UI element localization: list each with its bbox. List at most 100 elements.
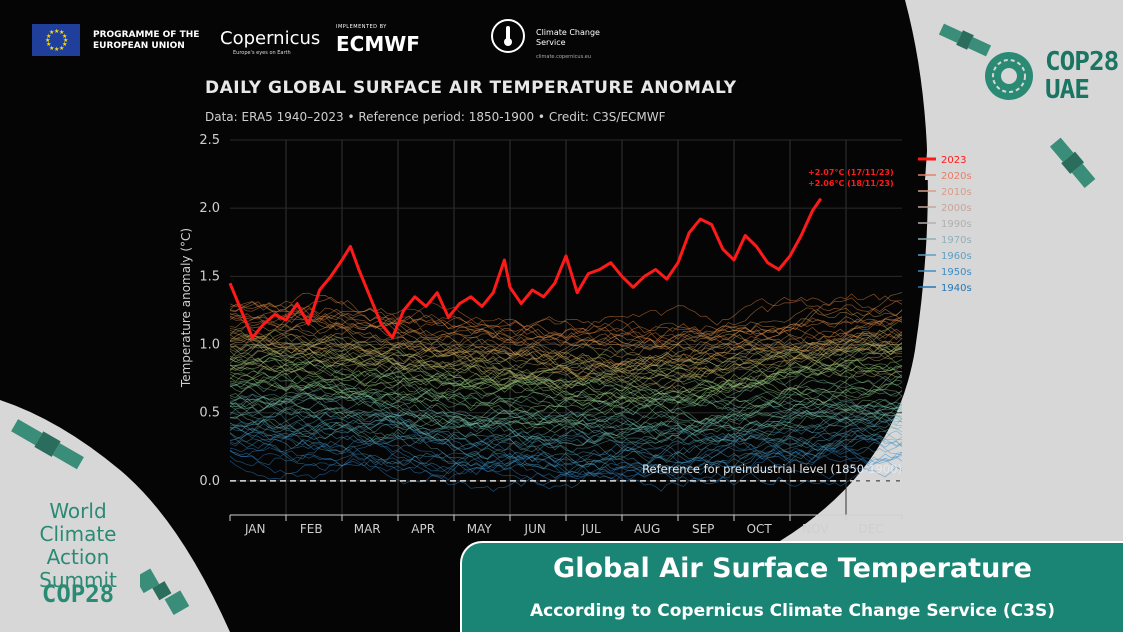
x-tick-label: MAY	[467, 522, 493, 536]
svg-text:★: ★	[63, 37, 68, 44]
year-line	[229, 329, 903, 381]
wcas-title: World Climate Action Summit	[39, 499, 117, 592]
x-tick-label: JUN	[524, 522, 546, 536]
svg-text:★: ★	[62, 33, 67, 40]
year-line	[229, 321, 903, 362]
cop28-label: COP28	[1045, 47, 1119, 77]
year-line	[229, 344, 903, 401]
legend-label: 2000s	[941, 203, 972, 214]
right-panel	[780, 0, 1123, 541]
svg-text:★: ★	[49, 29, 54, 36]
x-tick-label: FEB	[300, 522, 323, 536]
ecmwf-logo: ECMWF	[336, 32, 420, 56]
year-line	[229, 440, 903, 479]
year-line	[229, 438, 903, 481]
x-tick-label: OCT	[747, 522, 773, 536]
eu-flag-icon: ★ ★ ★ ★ ★ ★ ★ ★ ★ ★ ★ ★	[32, 24, 80, 56]
year-line	[229, 418, 903, 464]
year-line	[229, 307, 903, 360]
uae-label: UAE	[1045, 75, 1090, 105]
year-line	[229, 427, 903, 490]
year-line	[229, 438, 903, 474]
year-line	[229, 292, 903, 347]
year-line	[229, 431, 903, 475]
caption-banner: Global Air Surface Temperature According…	[460, 541, 1123, 632]
copernicus-logo: Copernicus	[220, 28, 321, 49]
cop28-globe-icon	[985, 52, 1033, 100]
year-line	[229, 297, 903, 341]
x-tick-label: AUG	[634, 522, 660, 536]
year-line	[229, 332, 903, 390]
year-line	[229, 396, 903, 436]
logo-bar: ★ ★ ★ ★ ★ ★ ★ ★ ★ ★ ★ ★ PROGRAMME OF THE EUROPEAN…	[0, 0, 1123, 80]
svg-text:★: ★	[62, 41, 67, 48]
year-line	[229, 348, 903, 389]
year-line	[229, 448, 903, 486]
legend-label: 2020s	[941, 171, 972, 182]
copernicus-tagline: Europe's eyes on Earth	[233, 50, 291, 56]
svg-text:★: ★	[54, 28, 59, 35]
chart-subtitle: Data: ERA5 1940–2023 • Reference period:…	[205, 110, 666, 124]
y-tick-label: 0.0	[199, 474, 220, 489]
svg-text:★: ★	[59, 45, 64, 52]
year-line	[229, 337, 903, 381]
y-axis-label: Temperature anomaly (°C)	[179, 228, 193, 388]
svg-text:★: ★	[59, 29, 64, 36]
year-line	[229, 338, 903, 401]
svg-text:★: ★	[54, 46, 59, 53]
year-line	[229, 392, 903, 445]
year-line	[229, 388, 903, 433]
year-line	[229, 298, 903, 334]
peak-annotation: +2.06°C (18/11/23)	[808, 179, 894, 188]
y-tick-label: 2.5	[199, 133, 220, 148]
y-tick-label: 1.5	[199, 269, 220, 284]
x-tick-label: SEP	[692, 522, 714, 536]
series-2023-line	[228, 197, 823, 340]
c3s-thermometer-icon	[491, 19, 525, 53]
year-line	[229, 312, 903, 351]
year-line	[229, 296, 903, 339]
legend-label: 1990s	[941, 219, 972, 230]
legend-label: 2023	[941, 155, 966, 166]
year-line	[229, 334, 903, 378]
year-line	[229, 361, 903, 407]
bottom-left-corner	[0, 400, 230, 632]
plot-area: 2.5 2.0 1.5 1.0 0.5 0.0 JAN FEB MAR APR MAY JUN JUL A…	[179, 133, 972, 536]
svg-text:★: ★	[46, 41, 51, 48]
x-tick-label: JAN	[244, 522, 266, 536]
year-line	[229, 414, 902, 443]
year-line	[229, 398, 903, 442]
x-tick-label: APR	[411, 522, 435, 536]
year-line	[229, 372, 903, 426]
year-line	[229, 316, 903, 354]
year-line	[229, 305, 903, 346]
peak-annotation: +2.07°C (17/11/23)	[808, 168, 894, 177]
x-tick-label: JUL	[581, 522, 601, 536]
banner-subtitle: According to Copernicus Climate Change S…	[529, 601, 1055, 621]
cop28-uae-logo: COP28 UAE	[1045, 47, 1119, 105]
year-line	[229, 365, 903, 413]
legend-label: 1970s	[941, 235, 972, 246]
chart-title: DAILY GLOBAL SURFACE AIR TEMPERATURE ANO…	[205, 78, 737, 98]
svg-text:★: ★	[46, 33, 51, 40]
svg-text:★: ★	[49, 45, 54, 52]
year-line	[229, 403, 903, 447]
banner-title: Global Air Surface Temperature	[553, 553, 1032, 584]
x-tick-label: NOV	[802, 522, 829, 536]
satellite-icon-4	[140, 568, 190, 616]
year-line	[229, 343, 903, 390]
year-line	[229, 423, 903, 459]
svg-text:★: ★	[45, 37, 50, 44]
legend-label: 2010s	[941, 187, 972, 198]
year-line	[229, 406, 903, 449]
year-line	[229, 413, 902, 465]
reference-label: Reference for preindustrial level (1850-…	[642, 462, 902, 476]
y-tick-label: 2.0	[199, 201, 220, 216]
legend-label: 1940s	[941, 283, 972, 294]
year-line	[229, 339, 903, 389]
y-tick-label: 0.5	[199, 406, 220, 421]
year-line	[229, 447, 903, 480]
year-line	[229, 376, 903, 424]
year-line	[229, 398, 903, 437]
